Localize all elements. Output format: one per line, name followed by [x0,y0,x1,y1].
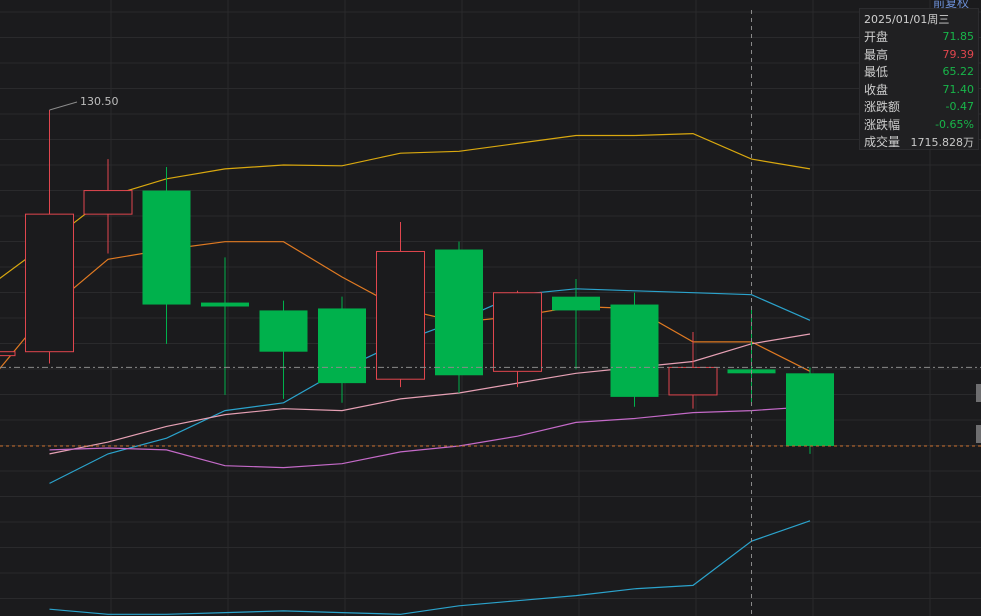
info-value: 1715.828万 [910,135,975,149]
candle-body-down [552,296,600,311]
candle-body-up [83,190,133,215]
info-row: 涨跌额 -0.47 [860,98,978,116]
candle-body-up [493,292,542,372]
info-label: 涨跌额 [864,100,901,115]
candle-body-up [668,366,718,396]
info-date: 2025/01/01周三 [864,13,950,26]
candle [552,278,600,370]
candle [668,332,718,409]
info-value: 79.39 [942,47,975,61]
info-value: -0.65% [935,117,974,131]
candle-body-up [376,250,425,380]
info-label: 收盘 [864,82,889,97]
crosshair-price-tag [976,384,981,402]
adjustment-mode-label[interactable]: 前复权 [932,0,969,10]
candle [610,292,659,407]
candle [201,257,249,395]
candle [83,159,133,254]
candle-body-down [786,373,834,447]
info-row: 最高 79.39 [860,46,978,64]
close-price-tag [976,425,981,443]
ma-line-cyan [49,288,811,484]
candle [142,166,191,344]
candle [376,222,425,388]
info-label: 涨跌幅 [864,117,901,132]
max-label-leader [49,101,78,111]
candle-body-down [435,249,483,376]
max-price-label: 130.50 [80,95,119,108]
info-row: 收盘 71.40 [860,81,978,99]
candle [318,296,366,403]
info-label: 最高 [864,47,889,62]
candle [0,351,16,357]
candles [0,110,834,454]
candle [25,110,74,364]
candle-body-up [0,351,16,357]
indicator-line [49,520,811,615]
info-row: 涨跌幅 -0.65% [860,116,978,134]
chart-overlays: 130.50 [0,10,981,616]
info-row: 开盘 71.85 [860,28,978,46]
info-value: -0.47 [945,100,974,114]
info-label: 最低 [864,65,889,80]
ohlc-info-panel: 2025/01/01周三 开盘 71.85 最高 79.39 最低 65.22 收盘 71.4… [859,8,979,150]
candle [435,241,483,393]
lower-indicator [49,520,811,615]
candle-body-down [259,310,308,352]
info-row: 成交量 1715.828万 [860,133,978,151]
info-label: 成交量 [864,135,901,150]
candle-body-up [25,213,74,353]
info-value: 65.22 [942,65,975,79]
candle-body-down [610,304,659,397]
info-row: 最低 65.22 [860,63,978,81]
ma-line-pink [49,333,811,455]
info-value: 71.40 [942,82,975,96]
candle [259,300,308,399]
info-value: 71.85 [942,30,975,44]
ma-line-violet [49,406,811,469]
candle-body-down [318,308,366,384]
candle-body-down [142,190,191,305]
info-label: 开盘 [864,30,889,45]
candle-body-down [201,302,249,307]
candle [786,367,834,454]
candle [493,290,542,388]
